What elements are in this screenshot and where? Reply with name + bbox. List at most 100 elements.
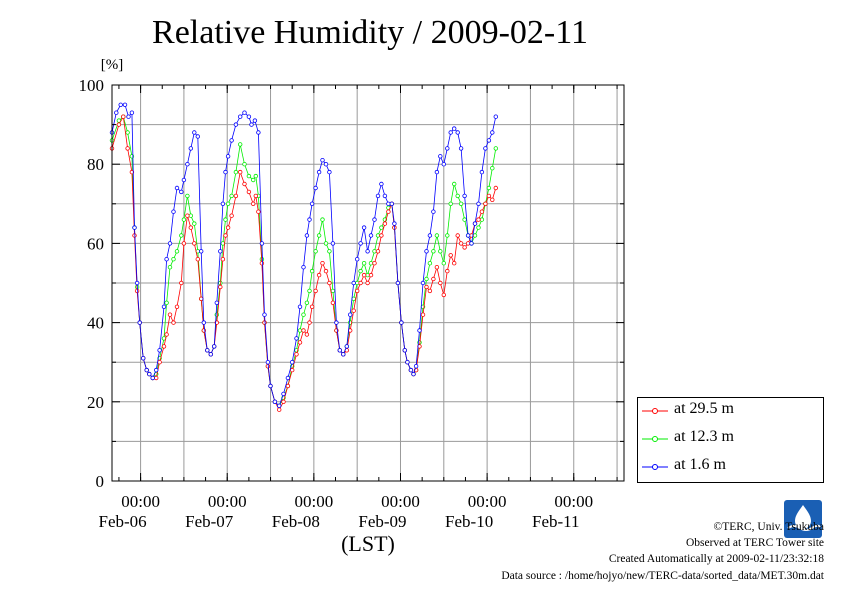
data-point: [192, 221, 197, 226]
data-point: [167, 241, 173, 246]
data-point: [223, 217, 228, 222]
data-point: [307, 217, 312, 222]
data-point: [174, 249, 180, 254]
data-point: [448, 201, 453, 206]
data-point: [327, 169, 332, 175]
data-point: [153, 367, 159, 373]
data-point: [441, 161, 446, 167]
data-point: [134, 288, 140, 294]
data-point: [479, 209, 485, 214]
data-point: [458, 241, 464, 246]
data-point: [472, 221, 478, 226]
legend-label: at 1.6 m: [674, 456, 726, 473]
legend-marker-red-icon: [642, 408, 668, 414]
data-point: [372, 217, 377, 222]
data-point: [438, 280, 443, 286]
x-tick-label: 00:00: [121, 492, 160, 511]
data-point: [445, 146, 450, 151]
data-point: [327, 280, 332, 286]
data-point: [233, 193, 239, 199]
data-point: [392, 221, 397, 226]
data-point: [368, 272, 374, 278]
y-tick-label: 40: [87, 314, 104, 333]
data-point: [192, 241, 197, 246]
data-point: [438, 154, 443, 159]
data-point: [301, 265, 306, 270]
data-point: [167, 265, 173, 270]
data-point: [125, 130, 130, 135]
data-point: [420, 280, 426, 286]
y-tick-label: 0: [96, 472, 105, 491]
data-point: [137, 320, 142, 325]
data-point: [320, 261, 325, 266]
data-point: [218, 249, 223, 254]
data-point: [134, 280, 140, 286]
series-line: [111, 115, 497, 411]
data-point: [320, 217, 325, 222]
data-point: [272, 399, 278, 404]
legend-marker-blue-icon: [642, 464, 668, 470]
data-point: [358, 280, 363, 286]
data-point: [304, 332, 310, 337]
date-label: Feb-07: [185, 512, 234, 531]
data-point: [157, 348, 162, 353]
data-point: [355, 257, 360, 262]
observed-text: Observed at TERC Tower site: [685, 537, 824, 550]
data-point: [126, 114, 131, 119]
data-point: [493, 185, 498, 191]
data-point: [434, 169, 440, 175]
data-point: [427, 261, 433, 266]
data-point: [361, 225, 367, 230]
series-line: [111, 115, 497, 407]
data-point: [372, 261, 377, 266]
legend-item-29-5m: at 29.5 m: [638, 399, 823, 423]
data-point: [259, 241, 265, 246]
data-point: [192, 130, 197, 135]
data-point: [129, 110, 135, 115]
data-point: [365, 280, 370, 286]
data-point: [164, 332, 169, 337]
data-point: [316, 233, 322, 238]
data-point: [358, 241, 363, 246]
data-point: [434, 265, 440, 270]
data-point: [424, 249, 429, 254]
data-point: [420, 312, 426, 317]
data-point: [445, 268, 450, 274]
data-point: [427, 233, 433, 238]
data-point: [408, 367, 414, 373]
y-tick-label: 100: [79, 76, 105, 95]
data-point: [246, 173, 252, 179]
data-point: [301, 312, 306, 317]
data-point: [246, 189, 252, 195]
data-point: [229, 138, 234, 143]
data-point: [185, 213, 190, 218]
data-point: [256, 130, 261, 135]
data-point: [313, 185, 318, 191]
data-point: [122, 102, 128, 107]
data-point: [448, 253, 453, 258]
x-tick-label: 00:00: [208, 492, 247, 511]
data-point: [237, 114, 243, 119]
data-point: [458, 201, 464, 206]
data-point: [320, 157, 325, 163]
chart-title: Relative Humidity / 2009-02-11: [152, 14, 588, 51]
data-point: [469, 241, 474, 246]
data-point: [179, 189, 184, 195]
data-point: [285, 383, 291, 389]
data-point: [405, 360, 410, 365]
data-point: [375, 193, 381, 199]
x-axis: 00:00Feb-0600:00Feb-0700:00Feb-0800:00Fe…: [99, 85, 618, 556]
data-point: [379, 233, 384, 238]
data-point: [372, 249, 377, 254]
data-point: [309, 268, 315, 274]
data-point: [290, 360, 295, 365]
data-point: [365, 249, 370, 254]
data-point: [214, 300, 219, 305]
data-point: [229, 193, 234, 199]
data-point: [375, 249, 381, 254]
x-axis-label: (LST): [341, 531, 395, 556]
data-point: [179, 280, 184, 286]
data-point: [256, 209, 261, 214]
legend-item-12-3m: at 12.3 m: [638, 427, 823, 451]
data-point: [368, 233, 374, 238]
